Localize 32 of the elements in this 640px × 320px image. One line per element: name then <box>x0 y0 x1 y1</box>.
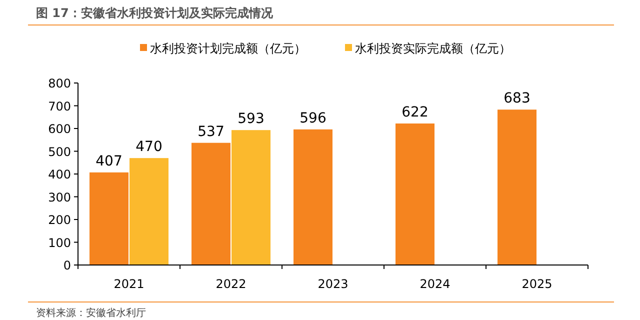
y-tick-label: 500 <box>48 144 71 159</box>
data-label: 470 <box>136 139 162 156</box>
x-tick-label: 2023 <box>318 277 348 291</box>
y-tick-label: 300 <box>48 190 71 204</box>
data-label: 593 <box>238 111 264 128</box>
bar <box>232 130 270 265</box>
data-label: 622 <box>402 104 428 120</box>
x-tick-label: 2022 <box>216 277 246 291</box>
bar <box>130 158 168 265</box>
y-tick-label: 100 <box>48 236 71 250</box>
bar <box>294 129 332 265</box>
y-tick-label: 800 <box>48 76 71 90</box>
text: 资料来源：安徽省水利厅 <box>36 307 146 319</box>
chart-title: 图 17：安徽省水利投资计划及实际完成情况 <box>36 6 274 20</box>
x-tick-label: 2025 <box>522 277 552 291</box>
y-tick-label: 700 <box>48 99 71 114</box>
legend-label: 水利投资实际完成额（亿元） <box>355 42 511 56</box>
bar <box>192 142 230 265</box>
y-tick-label: 200 <box>48 213 71 227</box>
x-tick-label: 2024 <box>420 277 450 291</box>
data-label: 683 <box>504 90 530 107</box>
bar <box>90 172 128 265</box>
x-tick-label: 2021 <box>114 277 144 291</box>
bar <box>396 123 434 265</box>
data-label: 407 <box>96 153 122 170</box>
data-label: 537 <box>198 124 224 140</box>
bar <box>498 110 536 265</box>
y-tick-label: 600 <box>48 122 71 136</box>
y-tick-label: 0 <box>63 258 71 272</box>
y-tick-label: 400 <box>48 168 71 182</box>
legend-label: 水利投资计划完成额（亿元） <box>150 42 306 56</box>
data-label: 596 <box>300 110 326 126</box>
